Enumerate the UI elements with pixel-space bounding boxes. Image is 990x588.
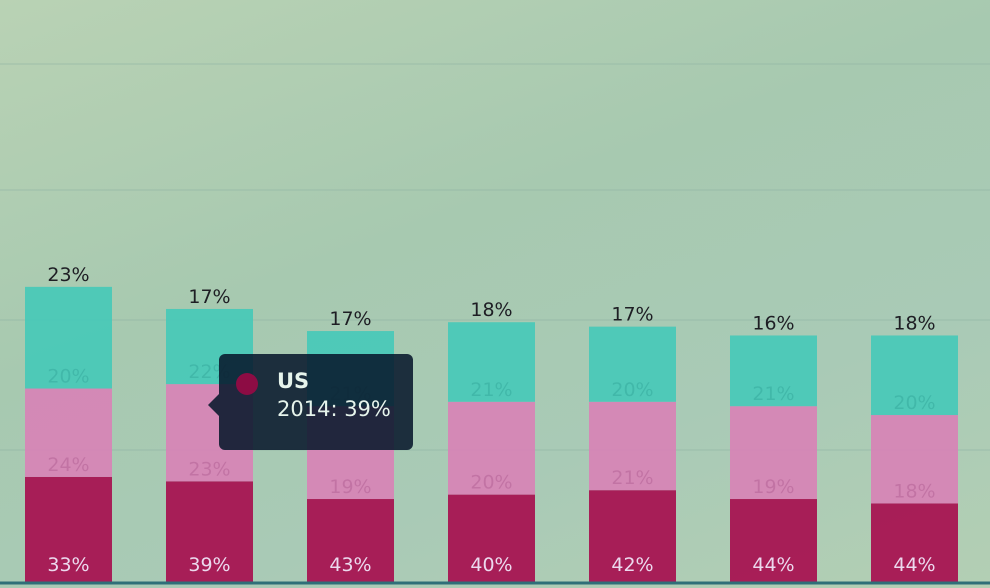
base-value-label: 43% — [329, 554, 371, 576]
base-value-label: 39% — [188, 554, 230, 576]
segment-label: 18% — [470, 299, 512, 321]
tooltip-series-name: US — [277, 369, 310, 393]
bar-segment-middle[interactable] — [589, 401, 676, 491]
bar-segment-bottom[interactable] — [589, 490, 676, 583]
segment-label: 23% — [47, 264, 89, 286]
bar-segment-middle[interactable] — [25, 388, 112, 477]
bar-segment-top[interactable] — [25, 286, 112, 389]
bar-segment-top[interactable] — [589, 326, 676, 402]
bar-segment-top[interactable] — [448, 322, 535, 402]
base-value-label: 33% — [47, 554, 89, 576]
segment-label: 17% — [188, 286, 230, 308]
bar-segment-bottom[interactable] — [448, 494, 535, 583]
bar-segment-bottom[interactable] — [871, 503, 958, 583]
segment-label: 16% — [752, 312, 794, 334]
bar-segment-bottom[interactable] — [307, 499, 394, 583]
base-value-label: 42% — [611, 554, 653, 576]
bar-segment-top[interactable] — [871, 335, 958, 416]
bar-segment-middle[interactable] — [448, 401, 535, 495]
segment-label: 17% — [329, 308, 371, 330]
segment-label: 18% — [893, 312, 935, 334]
bar-segment-middle[interactable] — [730, 406, 817, 500]
bar-segment-bottom[interactable] — [25, 476, 112, 583]
base-value-label: 40% — [470, 554, 512, 576]
bar-segment-middle[interactable] — [871, 415, 958, 504]
tooltip: US 2014: 39% — [208, 354, 413, 450]
base-value-label: 44% — [893, 554, 935, 576]
base-value-label: 44% — [752, 554, 794, 576]
bar-segment-bottom[interactable] — [730, 499, 817, 583]
tooltip-series-dot — [236, 373, 258, 395]
bar-segment-bottom[interactable] — [166, 481, 253, 583]
tooltip-value: 2014: 39% — [277, 397, 391, 421]
bar-segment-top[interactable] — [730, 335, 817, 407]
segment-label: 17% — [611, 304, 653, 326]
